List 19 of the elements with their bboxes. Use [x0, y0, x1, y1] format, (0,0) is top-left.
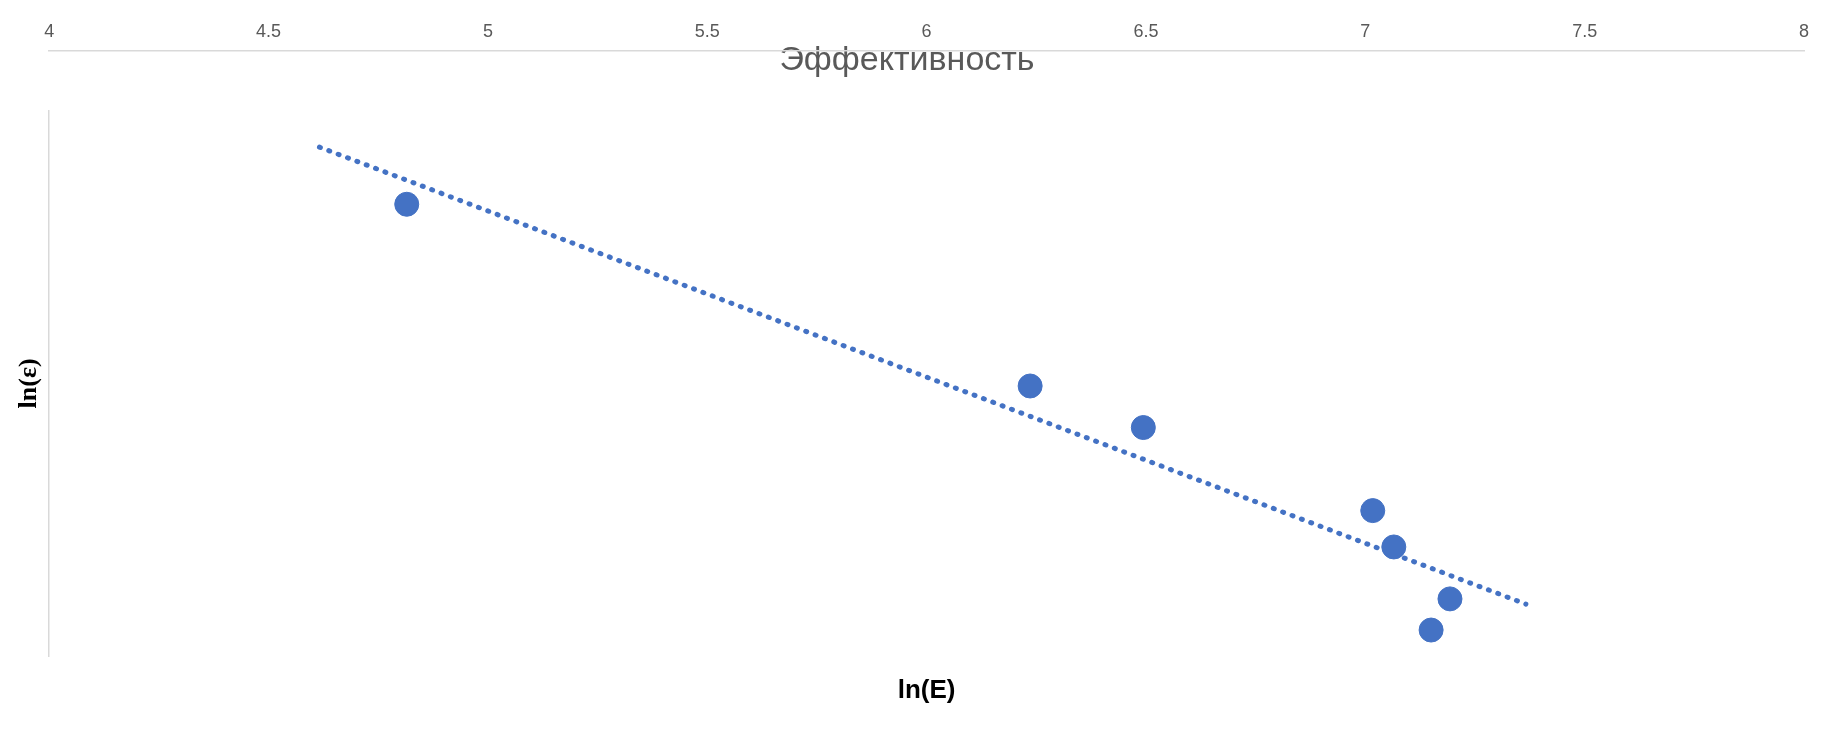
x-tick-label: 4	[44, 20, 55, 41]
point	[1381, 534, 1407, 560]
point	[1418, 617, 1444, 643]
x-tick-label: 7	[1360, 20, 1371, 41]
point	[1360, 498, 1386, 524]
x-tick-label: 6.5	[1133, 20, 1159, 41]
x-tick-label: 7.5	[1572, 20, 1598, 41]
x-tick-label: 5.5	[694, 20, 720, 41]
x-axis-title: ln(E)	[897, 674, 956, 705]
point	[1437, 586, 1463, 612]
x-tick-label: 8	[1798, 20, 1810, 41]
point	[1130, 415, 1156, 441]
point	[1017, 373, 1043, 399]
x-tick-label: 6	[921, 20, 932, 41]
chart-title: Эффективность	[779, 38, 1035, 77]
point	[394, 191, 420, 217]
x-tick-label: 4.5	[256, 20, 282, 41]
y-axis-title: ln(ε)	[13, 358, 43, 409]
x-tick-label: 5	[482, 20, 493, 41]
